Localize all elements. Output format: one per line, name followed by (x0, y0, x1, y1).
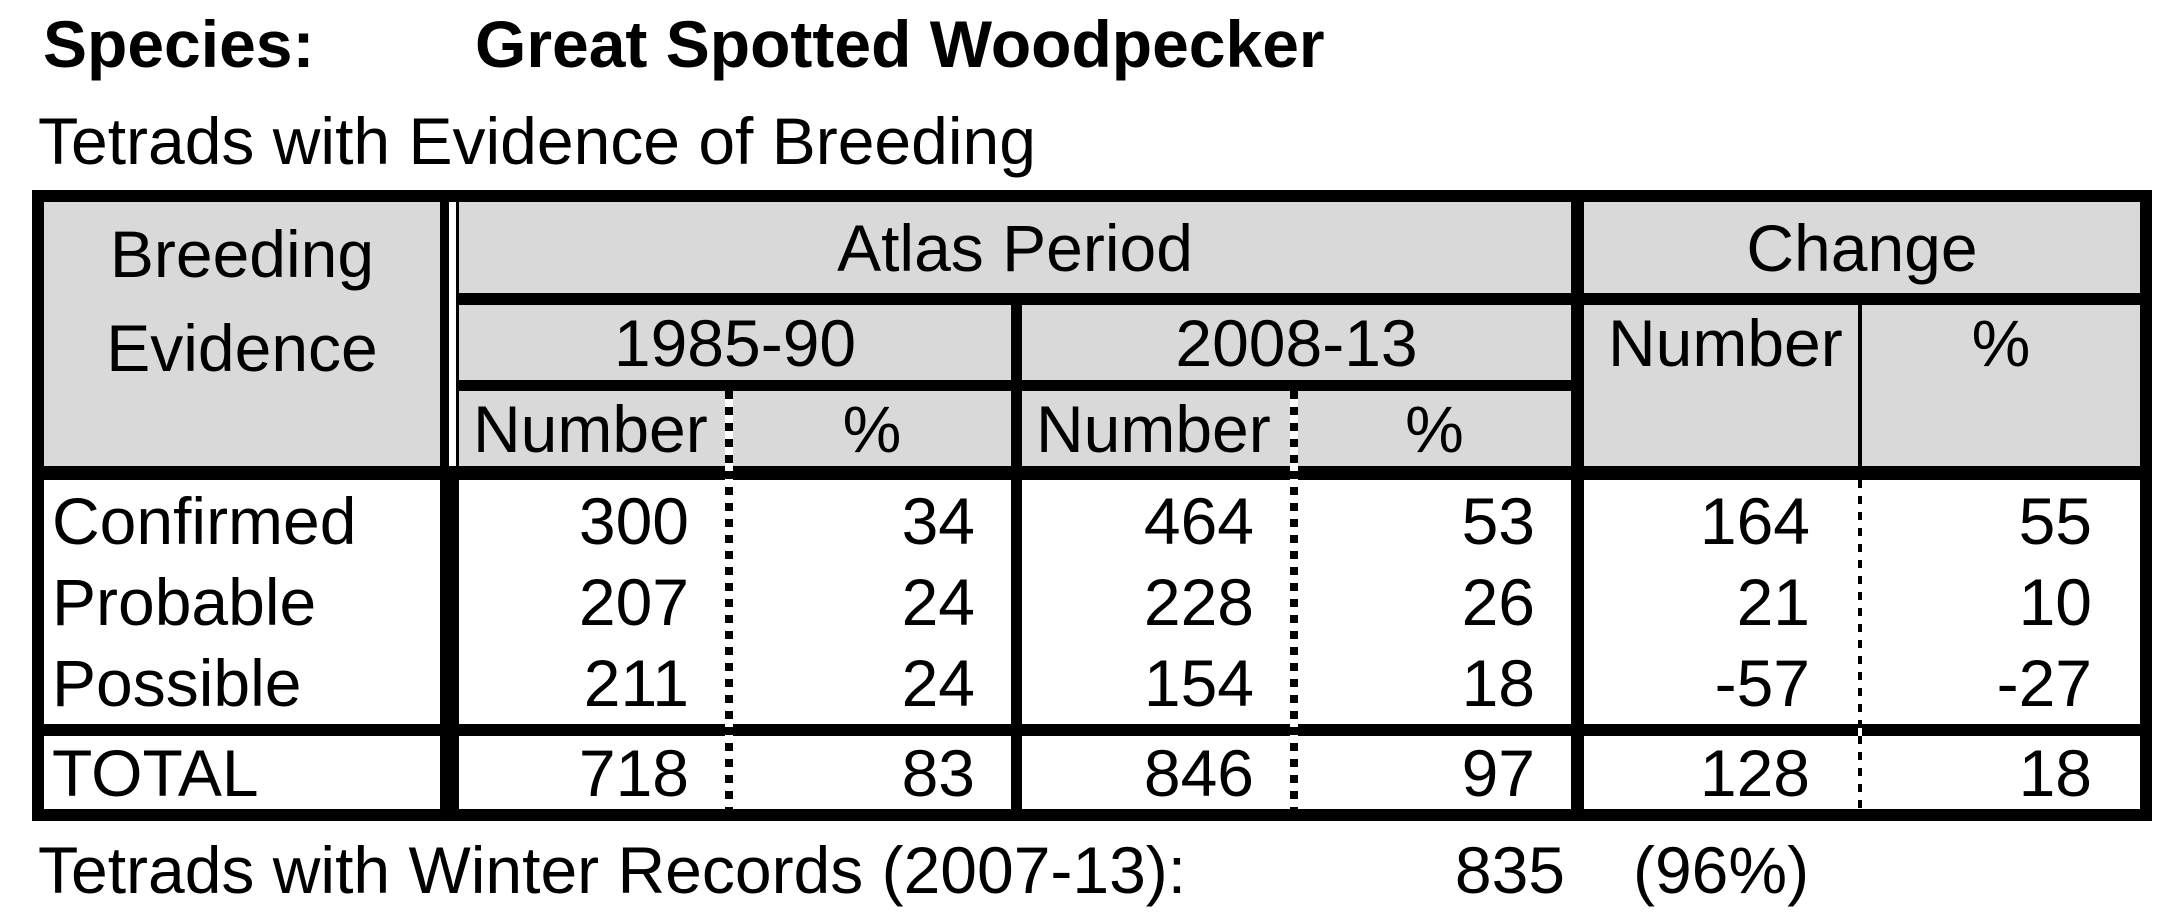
cell-probable-p1-number: 207 (459, 561, 725, 642)
cell-confirmed-p2-percent: 53 (1298, 480, 1571, 561)
header-change-number: Number (1584, 305, 1858, 466)
divider-change-number-percent-header (1858, 305, 1862, 466)
divider-p1-number-percent (725, 391, 733, 809)
cell-possible-p1-number: 211 (459, 642, 725, 724)
cell-possible-p2-percent: 18 (1298, 642, 1571, 724)
header-period-1985-90: 1985-90 (459, 305, 1011, 380)
header-breeding-line: Breeding (109, 216, 375, 291)
cell-total-change-number: 128 (1584, 736, 1858, 810)
rule-above-total (44, 724, 2140, 736)
header-change-percent: % (1862, 305, 2140, 466)
header-p1-percent: % (733, 391, 1011, 466)
winter-records-label: Tetrads with Winter Records (2007-13): (38, 833, 1187, 907)
divider-col1-body (440, 480, 459, 809)
cell-confirmed-change-number: 164 (1584, 480, 1858, 561)
cell-probable-change-number: 21 (1584, 561, 1858, 642)
header-change-number-text: Number (1608, 305, 1843, 380)
cell-confirmed-p1-percent: 34 (733, 480, 1011, 561)
cell-confirmed-change-percent: 55 (1862, 480, 2140, 561)
header-p2-percent: % (1298, 391, 1571, 466)
cell-total-p2-percent: 97 (1298, 736, 1571, 810)
divider-col1-header (440, 202, 459, 466)
header-change: Change (1584, 202, 2140, 293)
header-evidence-line: Evidence (106, 311, 378, 385)
cell-possible-p1-percent: 24 (733, 642, 1011, 724)
rule-header-body (44, 466, 2140, 480)
cell-total-change-percent: 18 (1862, 736, 2140, 810)
cell-confirmed-p1-number: 300 (459, 480, 725, 561)
cell-confirmed-p2-number: 464 (1022, 480, 1290, 561)
cell-possible-p2-number: 154 (1022, 642, 1290, 724)
row-label-confirmed: Confirmed (44, 480, 440, 561)
row-label-probable: Probable (44, 561, 440, 642)
divider-period1-period2 (1011, 305, 1022, 809)
winter-records-count: 835 (1454, 833, 1565, 907)
header-p2-number: Number (1022, 391, 1290, 466)
species-label: Species: (43, 7, 315, 81)
breeding-evidence-table: Breeding Evidence Atlas Period Change 19… (32, 190, 2152, 821)
header-change-percent-text: % (1971, 305, 2031, 380)
winter-records-percent: (96%) (1633, 833, 1810, 907)
cell-total-p1-percent: 83 (733, 736, 1011, 810)
header-period-2008-13: 2008-13 (1022, 305, 1571, 380)
header-breeding-evidence: Breeding Evidence (44, 202, 440, 466)
divider-atlas-change (1571, 202, 1584, 809)
cell-total-p2-number: 846 (1022, 736, 1290, 810)
cell-possible-change-number: -57 (1584, 642, 1858, 724)
cell-probable-change-percent: 10 (1862, 561, 2140, 642)
rule-below-atlas-period (440, 293, 2140, 305)
header-atlas-period: Atlas Period (459, 202, 1571, 293)
cell-probable-p1-percent: 24 (733, 561, 1011, 642)
table-subtitle: Tetrads with Evidence of Breeding (38, 104, 1036, 178)
cell-probable-p2-number: 228 (1022, 561, 1290, 642)
divider-p2-number-percent (1290, 391, 1298, 809)
divider-change-number-percent-body (1858, 480, 1862, 809)
row-label-possible: Possible (44, 642, 440, 724)
cell-possible-change-percent: -27 (1862, 642, 2140, 724)
cell-total-p1-number: 718 (459, 736, 725, 810)
header-p1-number: Number (459, 391, 725, 466)
species-name: Great Spotted Woodpecker (475, 7, 1325, 81)
cell-probable-p2-percent: 26 (1298, 561, 1571, 642)
row-label-total: TOTAL (44, 736, 440, 810)
rule-below-periods (440, 380, 1571, 391)
